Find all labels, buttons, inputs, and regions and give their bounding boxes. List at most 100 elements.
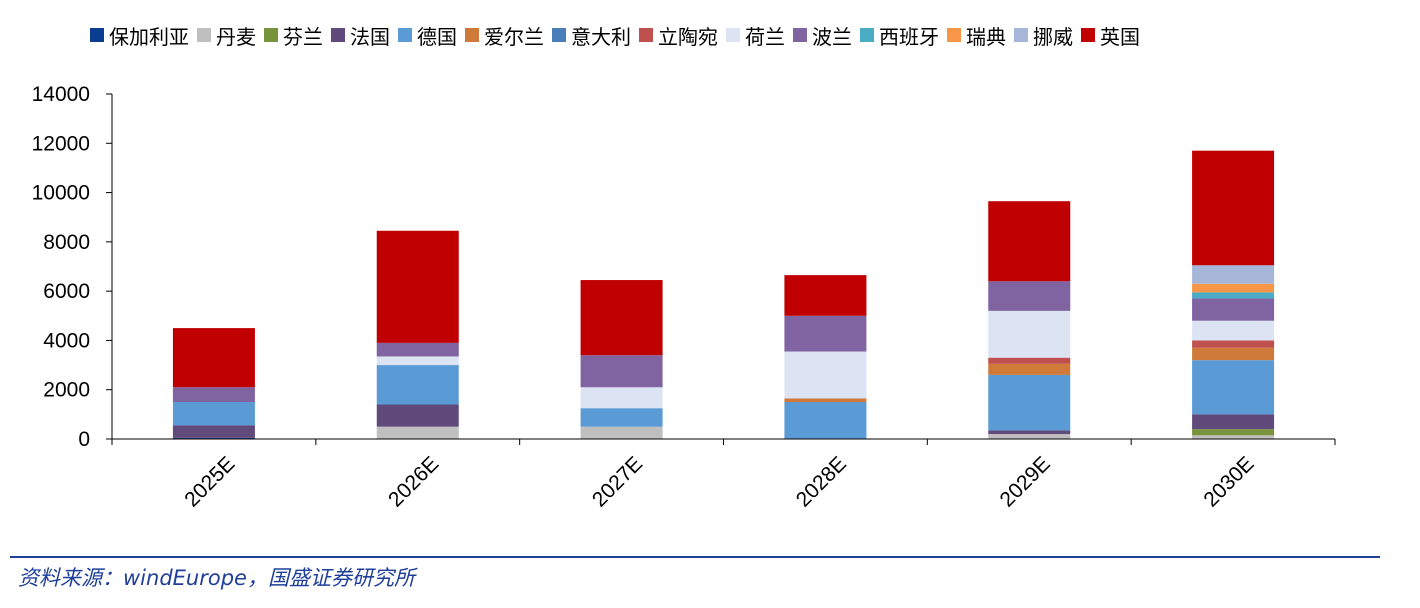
bar-segment [376, 426, 459, 439]
legend-label: 保加利亚 [109, 24, 189, 49]
legend-item: 英国 [1081, 21, 1140, 50]
bar-segment [784, 351, 867, 399]
legend-label: 波兰 [812, 24, 852, 49]
legend-label: 丹麦 [216, 24, 256, 49]
x-axis: 2025E 2026E 2027E 2028E 2029E 2030E [111, 438, 1336, 511]
bar-segment [172, 437, 255, 439]
legend-swatch [726, 28, 740, 42]
y-tick-label: 12000 [32, 132, 90, 155]
bar-segment [376, 230, 459, 343]
bar-segment [784, 402, 867, 439]
bar-segment [988, 310, 1071, 358]
y-tick-label: 14000 [32, 83, 90, 106]
y-tick-label: 2000 [43, 379, 90, 402]
x-tick-label: 2030E [1199, 452, 1258, 511]
legend-label: 挪威 [1033, 24, 1073, 49]
bar-segment [1192, 298, 1275, 321]
x-tick-label: 2028E [792, 452, 851, 511]
y-tick-label: 8000 [43, 231, 90, 254]
legend-item: 瑞典 [947, 21, 1006, 50]
legend-swatch [552, 28, 566, 42]
legend-label: 瑞典 [966, 24, 1006, 49]
bar-segment [172, 402, 255, 426]
legend-swatch [398, 28, 412, 42]
legend-swatch [90, 28, 104, 42]
x-tick-label: 2029E [996, 452, 1055, 511]
legend-label: 西班牙 [879, 24, 939, 49]
legend-label: 爱尔兰 [484, 24, 544, 49]
y-axis: 0 2000 4000 6000 8000 10000 12000 14000 [32, 83, 113, 451]
bars [172, 150, 1275, 439]
legend-item: 挪威 [1014, 21, 1073, 50]
legend-item: 意大利 [552, 21, 631, 50]
bar-segment [580, 387, 663, 409]
bar-segment [1192, 347, 1275, 361]
bar-segment [580, 426, 663, 439]
y-tick-label: 6000 [43, 280, 90, 303]
legend-label: 意大利 [571, 24, 631, 49]
legend-label: 英国 [1100, 24, 1140, 49]
bar-segment [172, 328, 255, 388]
bar-segment [1192, 414, 1275, 430]
bar-segment [1192, 292, 1275, 299]
bar-segment [988, 430, 1071, 435]
x-tick-label: 2026E [384, 452, 443, 511]
bar-segment [376, 342, 459, 357]
y-tick-label: 10000 [32, 182, 90, 205]
legend-swatch [465, 28, 479, 42]
legend-swatch [1081, 28, 1095, 42]
legend-swatch [331, 28, 345, 42]
bar-segment [988, 201, 1071, 282]
legend-item: 芬兰 [264, 21, 323, 50]
legend-label: 立陶宛 [658, 24, 718, 49]
legend-item: 波兰 [793, 21, 852, 50]
legend-item: 丹麦 [197, 21, 256, 50]
bar-segment [1192, 265, 1275, 284]
bar-segment [988, 374, 1071, 431]
x-tick-label: 2027E [588, 452, 647, 511]
bar-segment [1192, 340, 1275, 348]
bar-segment [1192, 320, 1275, 341]
bar-segment [784, 398, 867, 403]
bar-segment [988, 281, 1071, 311]
bar-segment [988, 434, 1071, 439]
x-tick-label: 2025E [180, 452, 239, 511]
legend-swatch [947, 28, 961, 42]
source-note: 资料来源：windEurope，国盛证券研究所 [18, 566, 415, 590]
legend-swatch [1014, 28, 1028, 42]
footer-divider [10, 556, 1380, 558]
legend-item: 保加利亚 [90, 21, 189, 50]
chart-legend: 保加利亚 丹麦 芬兰 法国 德国 爱尔兰 意大利 立陶宛 荷兰 波兰 西班牙 瑞典 挪威 英国 [90, 20, 1350, 50]
bar-segment [988, 363, 1071, 375]
y-tick-label: 4000 [43, 329, 90, 352]
bar-segment [1192, 360, 1275, 415]
legend-item: 法国 [331, 21, 390, 50]
legend-swatch [793, 28, 807, 42]
bar-segment [376, 356, 459, 366]
bar-segment [1192, 150, 1275, 266]
bar-segment [784, 315, 867, 352]
legend-item: 爱尔兰 [465, 21, 544, 50]
legend-item: 德国 [398, 21, 457, 50]
legend-swatch [264, 28, 278, 42]
bar-segment [988, 357, 1071, 364]
legend-label: 德国 [417, 24, 457, 49]
bar-segment [376, 404, 459, 427]
bar-segment [1192, 435, 1275, 439]
bar-segment [1192, 429, 1275, 436]
legend-swatch [639, 28, 653, 42]
y-tick-label: 0 [78, 428, 90, 451]
bar-segment [580, 408, 663, 427]
bar-segment [580, 280, 663, 356]
bar-segment [1192, 283, 1275, 293]
legend-label: 法国 [350, 24, 390, 49]
legend-label: 芬兰 [283, 24, 323, 49]
bar-segment [376, 365, 459, 405]
legend-swatch [860, 28, 874, 42]
legend-item: 西班牙 [860, 21, 939, 50]
bar-segment [172, 387, 255, 403]
bar-segment [172, 425, 255, 438]
bar-segment [580, 355, 663, 388]
bar-segment [784, 275, 867, 316]
